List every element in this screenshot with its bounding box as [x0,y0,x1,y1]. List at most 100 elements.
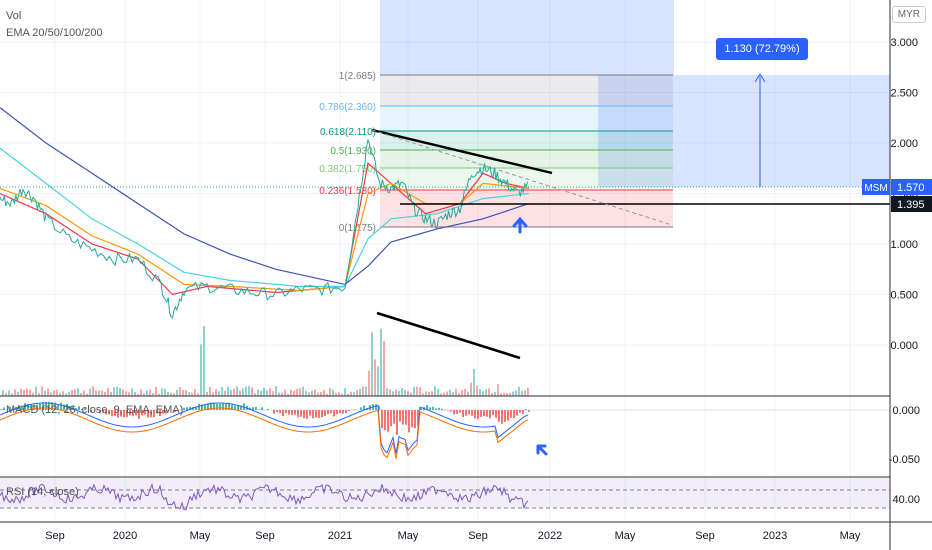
fib-retracement-fills [380,75,673,227]
volume-bar [482,391,484,396]
volume-bar [218,390,220,396]
volume-bar [389,389,391,396]
macd-histogram-bar [261,407,263,410]
macd-histogram-bar [45,401,47,410]
macd-histogram-bar [33,404,35,410]
volume-bar [416,386,418,396]
macd-histogram-bar [402,410,404,425]
volume-bars [2,325,529,396]
volume-bar [494,391,496,396]
rsi-label[interactable]: RSI (14, close) [6,486,79,498]
macd-histogram-bar [219,403,221,410]
macd-histogram-bar [525,409,527,410]
volume-bar [65,393,67,396]
macd-histogram-bar [129,410,131,416]
macd-histogram-bar [210,402,212,410]
macd-histogram-bar [153,410,155,418]
macd-histogram-bar [477,410,479,419]
macd-line [0,402,529,454]
macd-histogram-bar [78,406,80,410]
volume-bar [179,387,181,396]
macd-histogram-bar [30,404,32,410]
macd-histogram-bar [252,407,254,410]
macd-histogram-bar [324,410,326,416]
macd-histogram-bar [462,410,464,418]
volume-bar [254,393,256,396]
time-tick-label: 2023 [763,530,787,542]
macd-histogram-bar [237,405,239,410]
volume-bar [14,389,16,396]
last-price-badge [891,179,932,195]
macd-divergence-line[interactable] [376,311,521,360]
volume-bar [113,387,115,396]
volume-bar [275,386,277,396]
volume-bar [53,390,55,396]
macd-histogram-bar [231,404,233,410]
volume-bar [467,391,469,396]
descending-trendline[interactable] [371,128,553,175]
volume-bar [44,390,46,396]
volume-bar [326,393,328,396]
volume-bar [434,386,436,396]
vertical-grid [54,0,851,522]
volume-bar [284,389,286,396]
macd-histogram-bar [297,410,299,418]
macd-histogram-bar [483,410,485,417]
up-arrow-icon [512,216,528,234]
volume-bar [89,388,91,396]
macd-label[interactable]: MACD (12, 26, close, 9, EMA, EMA) [6,404,184,416]
volume-bar [335,393,337,396]
macd-histogram-bar [510,410,512,418]
ema-label[interactable]: EMA 20/50/100/200 [6,27,103,39]
macd-histogram-bar [417,410,419,426]
volume-bar [341,393,343,396]
macd-histogram-bar [342,410,344,414]
macd-histogram-bar [312,410,314,419]
macd-histogram-bar [195,407,197,410]
line-price-badge [891,196,932,212]
volume-bar [143,393,145,396]
volume-bar [329,388,331,396]
macd-histogram-bar [453,410,455,415]
volume-bar [215,389,217,396]
volume-bar [257,389,259,396]
macd-histogram-bar [471,410,473,416]
volume-bar [407,390,409,396]
volume-bar [344,388,346,396]
volume-bar [182,390,184,396]
macd-histogram-bar [198,403,200,410]
volume-label[interactable]: Vol [6,10,22,22]
macd-histogram-bar [504,410,506,422]
volume-bar [185,390,187,396]
volume-bar [404,389,406,396]
fib-zone [380,190,673,227]
volume-bar [452,392,454,396]
currency-badge[interactable]: MYR [891,6,926,23]
macd-histogram-bar [51,402,53,410]
macd-histogram-bar [183,407,185,410]
macd-histogram-bar [123,410,125,418]
time-axis-ticks[interactable]: Sep 2020 May Sep 2021 May Sep 2022 May Sep 2023 May [45,530,861,542]
volume-bar [233,388,235,396]
volume-bar [428,392,430,396]
volume-bar [164,388,166,396]
volume-bar [92,386,94,396]
volume-bar [38,393,40,396]
dashed-trendline-extension[interactable] [371,129,673,226]
volume-bar [83,390,85,396]
volume-bar [320,391,322,396]
macd-histogram-bar [162,410,164,414]
volume-bar [59,392,61,396]
macd-histogram-bar [0,409,2,410]
fib-retracement-labels: 1(2.685) 0.786(2.360) 0.618(2.110) 0.5(1.93… [319,71,376,234]
macd-histogram-bar [489,410,491,419]
volume-bar [161,388,163,396]
time-tick-label: 2022 [538,530,562,542]
fib-level-label: 0.5(1.930) [330,146,376,157]
macd-histogram-bar [405,410,407,425]
macd-histogram-bar [519,410,521,413]
macd-histogram-bar [132,410,134,417]
volume-bar [203,325,205,396]
